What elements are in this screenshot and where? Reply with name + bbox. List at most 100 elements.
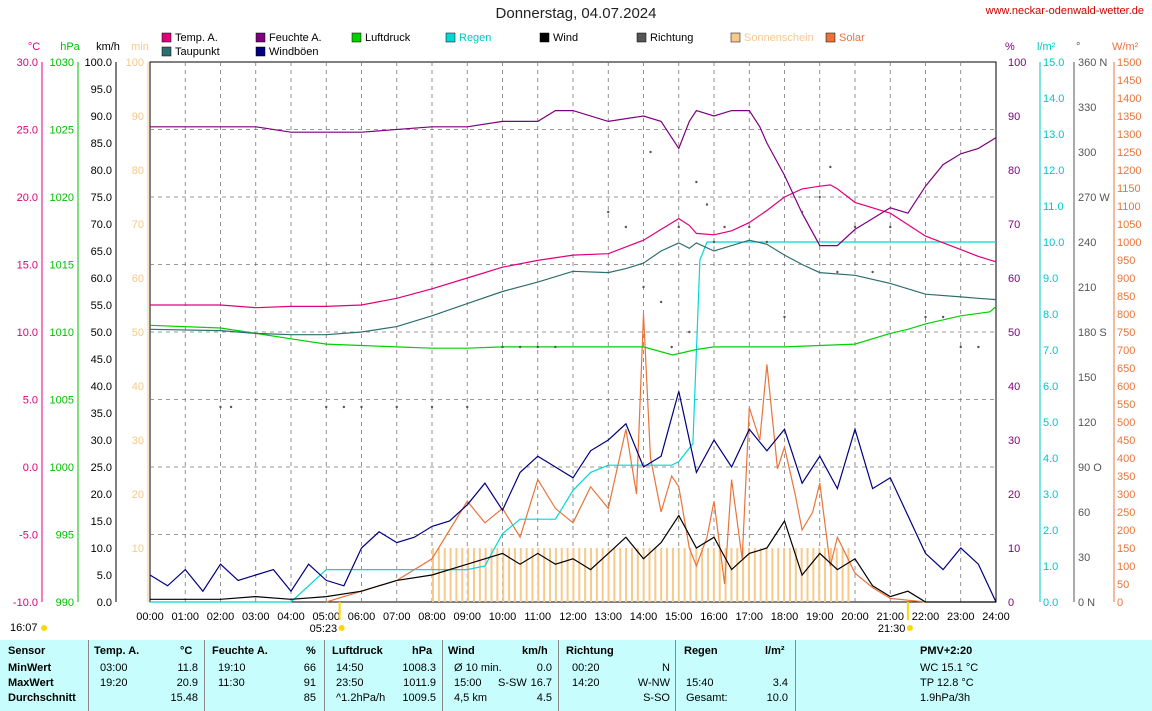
direction-point (705, 203, 709, 206)
y-tick-label: 40.0 (91, 381, 112, 393)
sunshine-bar (595, 548, 598, 602)
sunshine-bar (788, 548, 791, 602)
direction-point (765, 240, 769, 244)
rain-unit: l/m² (765, 645, 785, 657)
wind-dir: S-SW (498, 677, 527, 689)
chart-title: Donnerstag, 04.07.2024 (495, 5, 657, 22)
hum-value: 85 (303, 692, 316, 704)
weather-chart: 00:00 01:00 02:00 03:00 04:00 05:00 06:00 07:00… (10, 32, 1141, 635)
sunshine-bar (502, 548, 505, 602)
x-tick-label: 18:00 (771, 611, 799, 623)
direction-point (836, 270, 839, 274)
sunshine-bar (572, 548, 575, 602)
y-tick-label: 1500 (1117, 57, 1141, 69)
y-tick-label: 0.0 (1043, 597, 1058, 609)
y-tick-label: 55.0 (91, 300, 112, 312)
y-tick-label: 3.0 (1043, 489, 1058, 501)
y-tick-label: 150 (1117, 543, 1135, 555)
legend-swatch (255, 32, 266, 43)
row-label: Durchschnitt (8, 692, 76, 704)
y-tick-label: 300 (1117, 489, 1135, 501)
y-tick-label: 1200 (1117, 165, 1141, 177)
legend-label: Temp. A. (175, 32, 218, 44)
wind-time: 4,5 km (454, 692, 488, 704)
sunshine-bar (818, 548, 821, 602)
legend-swatch (255, 46, 266, 57)
series-line-wind (150, 514, 996, 603)
y-tick-label: 80 (1008, 165, 1020, 177)
x-tick-label: 05:00 (312, 611, 340, 623)
x-tick-label: 20:00 (841, 611, 869, 623)
sensor-header: Sensor (8, 645, 46, 657)
sunshine-bar (607, 548, 610, 602)
direction-point (959, 345, 962, 349)
legend-label: Regen (459, 32, 491, 44)
sunshine-bar (449, 548, 452, 602)
sunshine-bar (630, 548, 633, 602)
temp-value: 11.8 (177, 662, 198, 674)
direction-point (466, 405, 469, 409)
sunshine-bar (718, 548, 721, 602)
website-link[interactable]: www.neckar-odenwald-wetter.de (985, 5, 1144, 17)
x-tick-label: 23:00 (947, 611, 975, 623)
temp-value: 20.9 (176, 677, 198, 689)
y-tick-label: 995 (56, 530, 74, 542)
y-tick-label: 20 (132, 489, 144, 501)
sunshine-bar (759, 548, 762, 602)
y-tick-label: 30.0 (17, 57, 38, 69)
y-tick-label: 1005 (50, 395, 74, 407)
direction-point (649, 150, 652, 154)
press-value: 1009.5 (402, 692, 436, 704)
sunshine-bar (537, 548, 540, 602)
legend-swatch (351, 32, 362, 43)
axis-unit-label: % (1005, 41, 1015, 53)
sun-icon (41, 625, 47, 631)
sunshine-bar (560, 548, 563, 602)
sunset-label: 21:30 (878, 623, 906, 635)
sunshine-bar (455, 548, 458, 602)
legend-swatch (825, 32, 836, 43)
series-line-luftdruck (149, 305, 997, 356)
y-tick-label: 1100 (1117, 201, 1141, 213)
dir-time: 14:20 (572, 677, 600, 689)
sunshine-bar (619, 548, 622, 602)
y-tick-label: 1010 (50, 327, 74, 339)
y-tick-label: 210 (1078, 282, 1096, 294)
series-line-regen (150, 241, 996, 603)
legend-label: Sonnenschein (744, 32, 814, 44)
sunshine-bar (689, 548, 692, 602)
y-tick-label: 50 (1008, 327, 1020, 339)
y-tick-label: 0.0 (97, 597, 112, 609)
sunshine-bar (666, 548, 669, 602)
sunshine-bar (625, 548, 628, 602)
y-tick-label: 90 O (1078, 462, 1102, 474)
y-tick-label: 5.0 (97, 570, 112, 582)
y-tick-label: 10.0 (91, 543, 112, 555)
sunshine-bar (484, 548, 487, 602)
table-divider (442, 640, 443, 711)
sunshine-bar (478, 548, 481, 602)
y-tick-label: 50.0 (91, 327, 112, 339)
wind-value: 4.5 (536, 692, 552, 704)
sunshine-bar (513, 548, 516, 602)
sunshine-bar (771, 548, 774, 602)
x-tick-label: 21:00 (876, 611, 904, 623)
direction-point (712, 240, 716, 244)
direction-point (829, 165, 832, 169)
rain-time: Gesamt: (686, 692, 728, 704)
y-tick-label: 1.0 (1043, 561, 1058, 573)
sunrise-label: 05:23 (310, 623, 338, 635)
y-tick-label: 30 (132, 435, 144, 447)
x-tick-label: 15:00 (665, 611, 693, 623)
dir-value: S-SO (643, 692, 670, 704)
hum-time: 11:30 (218, 677, 245, 689)
direction-point (342, 405, 346, 409)
sun-icon (906, 625, 913, 631)
direction-point (800, 210, 804, 214)
direction-point (659, 300, 663, 304)
y-tick-label: 950 (1117, 255, 1135, 267)
hum-value: 91 (303, 677, 316, 689)
x-tick-label: 12:00 (559, 611, 587, 623)
sunshine-bar (437, 548, 440, 602)
sunshine-bar (841, 548, 844, 602)
